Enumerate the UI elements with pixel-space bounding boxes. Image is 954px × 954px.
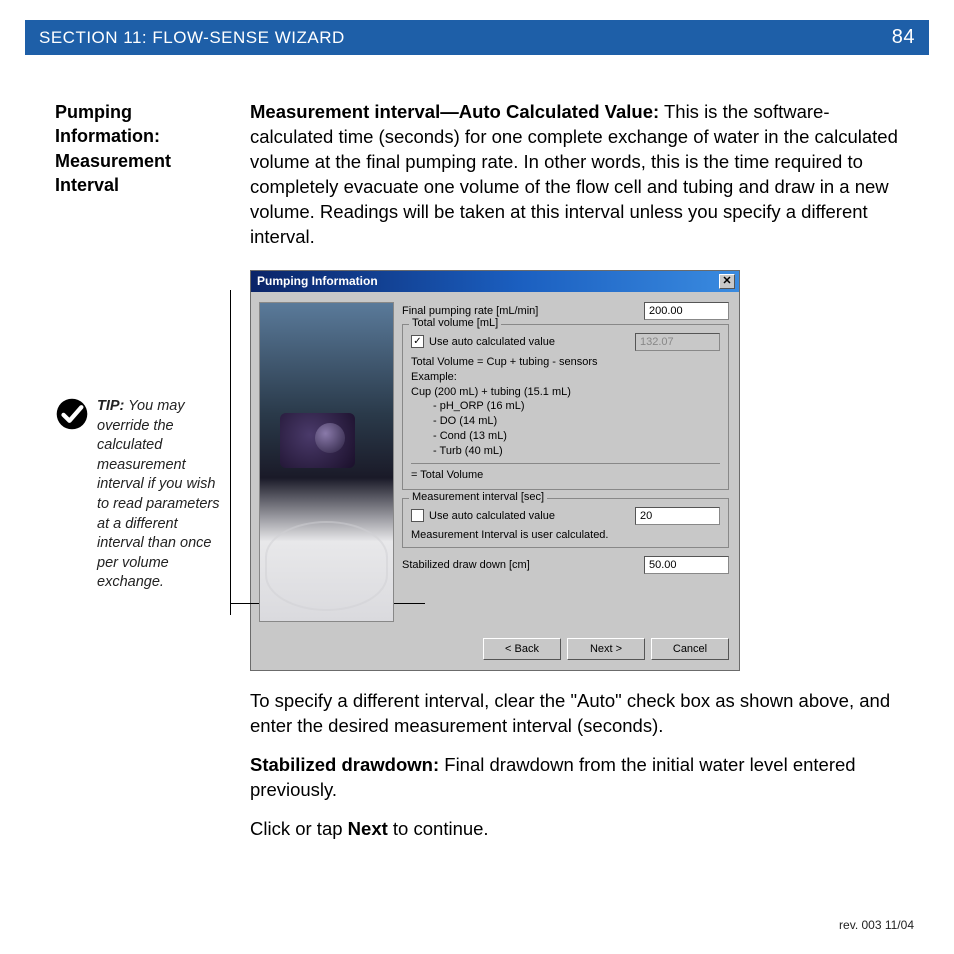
example-label: Example: (411, 370, 720, 385)
total-volume-group: Total volume [mL] ✓ Use auto calculated … (402, 324, 729, 490)
close-icon: ✕ (722, 276, 731, 287)
sensor-line: - Cond (13 mL) (433, 429, 720, 444)
dialog-title: Pumping Information (257, 274, 378, 288)
total-volume-input (635, 333, 720, 351)
tip-body: You may override the calculated measurem… (97, 398, 220, 590)
next-button-label: Next > (590, 643, 622, 655)
section-header: SECTION 11: FLOW-SENSE WIZARD 84 (25, 20, 929, 55)
pump-knob-shape (315, 423, 345, 453)
dialog-titlebar: Pumping Information ✕ (251, 271, 739, 292)
meas-interval-input[interactable] (635, 507, 720, 525)
auto-volume-label: Use auto calculated value (429, 336, 630, 348)
volume-formula: Total Volume = Cup + tubing - sensors Ex… (411, 355, 720, 483)
sensor-line: - DO (14 mL) (433, 414, 720, 429)
final-rate-input[interactable] (644, 302, 729, 320)
dialog-buttons: < Back Next > Cancel (251, 630, 739, 670)
para-3: Stabilized drawdown: Final drawdown from… (250, 753, 899, 803)
cancel-button-label: Cancel (673, 643, 707, 655)
stab-label: Stabilized draw down [cm] (402, 559, 644, 571)
back-button-label: < Back (505, 643, 539, 655)
para-4-a: Click or tap (250, 818, 348, 839)
para-4-bold: Next (348, 818, 388, 839)
pump-image (259, 302, 394, 622)
para-2: To specify a different interval, clear t… (250, 689, 899, 739)
close-button[interactable]: ✕ (719, 274, 735, 289)
example-detail: Cup (200 mL) + tubing (15.1 mL) (411, 385, 720, 400)
tip-box: TIP: You may override the calculated mea… (55, 397, 225, 593)
sensor-line: - pH_ORP (16 mL) (433, 399, 720, 414)
content-row: Pumping Information: Measurement Interva… (25, 100, 929, 856)
tubing-shape (265, 521, 388, 611)
stab-row: Stabilized draw down [cm] (402, 556, 729, 574)
formula-line: Total Volume = Cup + tubing - sensors (411, 355, 720, 370)
auto-volume-row: ✓ Use auto calculated value (411, 333, 720, 351)
total-volume-group-title: Total volume [mL] (409, 317, 501, 329)
page: SECTION 11: FLOW-SENSE WIZARD 84 Pumping… (0, 0, 954, 876)
final-rate-label: Final pumping rate [mL/min] (402, 305, 644, 317)
page-number: 84 (892, 26, 915, 49)
para-3-bold: Stabilized drawdown: (250, 754, 439, 775)
sensor-line: - Turb (40 mL) (433, 444, 720, 459)
formula-divider (411, 463, 720, 464)
section-title: SECTION 11: FLOW-SENSE WIZARD (39, 28, 345, 48)
dialog-body: Final pumping rate [mL/min] Total volume… (251, 292, 739, 630)
para-4-b: to continue. (388, 818, 489, 839)
pumping-dialog: Pumping Information ✕ F (250, 270, 740, 671)
meas-group-title: Measurement interval [sec] (409, 491, 547, 503)
main-content: Measurement interval—Auto Calculated Val… (250, 100, 929, 856)
meas-note: Measurement Interval is user calculated. (411, 529, 720, 541)
para-1-bold: Measurement interval—Auto Calculated Val… (250, 101, 659, 122)
cancel-button[interactable]: Cancel (651, 638, 729, 660)
revision-note: rev. 003 11/04 (839, 918, 914, 932)
next-button[interactable]: Next > (567, 638, 645, 660)
sidebar-heading: Pumping Information: Measurement Interva… (55, 100, 225, 197)
auto-meas-checkbox[interactable] (411, 509, 424, 522)
stab-input[interactable] (644, 556, 729, 574)
back-button[interactable]: < Back (483, 638, 561, 660)
callout-line-v (230, 290, 231, 615)
auto-meas-row: Use auto calculated value (411, 507, 720, 525)
sidebar: Pumping Information: Measurement Interva… (25, 100, 225, 856)
para-1-rest: This is the software-calculated time (se… (250, 101, 898, 247)
dialog-container: Pumping Information ✕ F (250, 270, 899, 671)
para-1: Measurement interval—Auto Calculated Val… (250, 100, 899, 250)
tip-text: TIP: You may override the calculated mea… (97, 397, 225, 593)
checkmark-icon (55, 397, 89, 431)
equals-line: = Total Volume (411, 468, 720, 483)
auto-volume-checkbox[interactable]: ✓ (411, 335, 424, 348)
form-area: Final pumping rate [mL/min] Total volume… (402, 302, 729, 622)
tip-label: TIP: (97, 398, 124, 414)
measurement-interval-group: Measurement interval [sec] Use auto calc… (402, 498, 729, 548)
auto-meas-label: Use auto calculated value (429, 510, 630, 522)
para-4: Click or tap Next to continue. (250, 817, 899, 842)
